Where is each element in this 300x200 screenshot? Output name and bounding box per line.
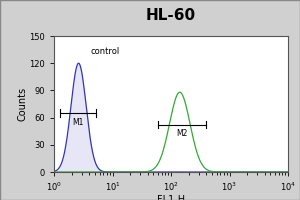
Text: M1: M1	[72, 118, 84, 127]
Y-axis label: Counts: Counts	[18, 87, 28, 121]
X-axis label: FL1-H: FL1-H	[157, 195, 185, 200]
Text: HL-60: HL-60	[146, 8, 196, 23]
Text: control: control	[90, 47, 119, 56]
Text: M2: M2	[176, 129, 188, 138]
